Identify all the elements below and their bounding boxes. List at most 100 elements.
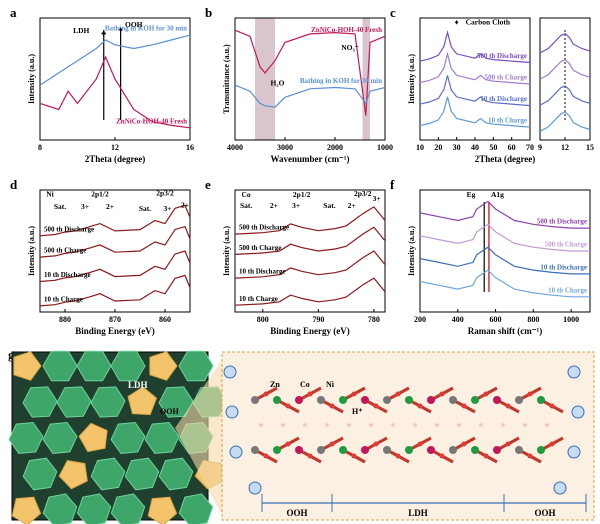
series-line [419,51,531,85]
atom [251,446,259,454]
oxygen [373,403,379,409]
atom [449,396,457,404]
annotation: OOH [125,20,143,29]
atom [251,396,259,404]
x-tick-label: 780 [368,315,380,324]
hydroxide-ion [567,445,581,459]
plot-frame [234,17,386,141]
atom [361,446,369,454]
ldh-grain [56,386,92,418]
y-axis-label: Intensity (a.u.) [27,226,36,276]
ldh-grain [76,350,112,382]
diagram-label: Zn [270,380,280,389]
zoom-box [221,351,595,521]
annotation: ♦ [455,18,459,27]
series-label: 500 th Charge [239,244,281,252]
x-tick-label: 860 [159,315,171,324]
oxygen [439,391,445,397]
series-line [39,225,191,258]
panel-letter: c [390,5,396,20]
atom [273,396,281,404]
oxygen [527,391,533,397]
band [362,18,370,140]
oxygen [329,441,335,447]
ldh-grain [178,493,214,524]
series-label: 500 th Discharge [537,218,587,226]
series-line [234,206,386,235]
x-tick-label: 3000 [277,143,293,152]
series-line [419,200,590,229]
ldh-grain [158,386,194,418]
panel-letter: b [205,5,212,20]
series-line [419,246,590,275]
oxygen [417,441,423,447]
series-label: 500 th Charge [485,74,527,82]
series-label: ZnNiCo-HOH-40 Fresh [116,117,187,125]
x-tick-label: 60 [508,143,516,152]
diagram-label: H⁺ [352,407,362,416]
x-tick-label: 200 [414,315,426,324]
x-tick-label: 40 [471,143,479,152]
atom [383,396,391,404]
oxygen [483,453,489,459]
zoom-cone [175,360,222,515]
x-tick-label: 9 [538,143,542,152]
diagram-label: OOH [160,407,179,416]
oxygen [351,391,357,397]
oxygen [285,403,291,409]
y-axis-label: Intensity (a.u.) [27,54,36,104]
hydrogen [435,423,439,427]
oxygen [549,441,555,447]
atom [471,446,479,454]
diagram-label: LDH [128,380,148,390]
oxygen [417,403,423,409]
series-label: 10 th Charge [239,295,278,303]
ldh-grain [110,421,146,455]
series-label: Bathing in KOH for 30 min [105,25,187,33]
diagram-label: OOH [534,508,555,518]
hydroxide-ion [567,365,581,379]
oxygen [461,403,467,409]
atom [339,446,347,454]
ldh-grain [42,421,78,455]
x-tick-label: 8 [38,143,42,152]
atom [295,396,303,404]
hydrogen [545,423,549,427]
x-tick-label: 400 [452,315,464,324]
series-label: 500 th Charge [44,247,86,255]
ldh-grain [76,493,112,524]
hydrogen [369,423,373,427]
x-tick-label: 16 [186,143,194,152]
series-line [539,85,591,106]
x-tick-label: 15 [586,143,594,152]
x-tick-label: 800 [257,315,269,324]
oxygen [307,391,313,397]
series-line [419,96,531,128]
series-line [39,250,191,283]
hydrogen [347,423,351,427]
annotation: NO₃⁻ [341,43,358,52]
oxygen [395,391,401,397]
hydroxide-ion [553,481,567,495]
panel-letter: f [390,177,395,192]
series-label: 10 th Discharge [239,268,286,276]
oxygen [527,453,533,459]
atom [405,446,413,454]
ldh-grain [124,457,160,491]
x-axis-label: Binding Energy (eV) [270,326,350,336]
hydrogen [479,423,483,427]
x-tick-label: 880 [59,315,71,324]
x-tick-label: 20 [434,143,442,152]
ldh-grain [42,350,78,382]
annotation: Co [242,190,251,199]
annotation: H₂O [271,79,285,88]
ldh-grain [22,457,58,491]
series-line [419,223,590,252]
atom [339,396,347,404]
atom [537,446,545,454]
atom [273,446,281,454]
series-line [234,84,386,108]
x-tick-label: 870 [109,315,121,324]
series-label: 10 th Discharge [540,263,587,271]
annotation: 3+ [292,201,300,210]
